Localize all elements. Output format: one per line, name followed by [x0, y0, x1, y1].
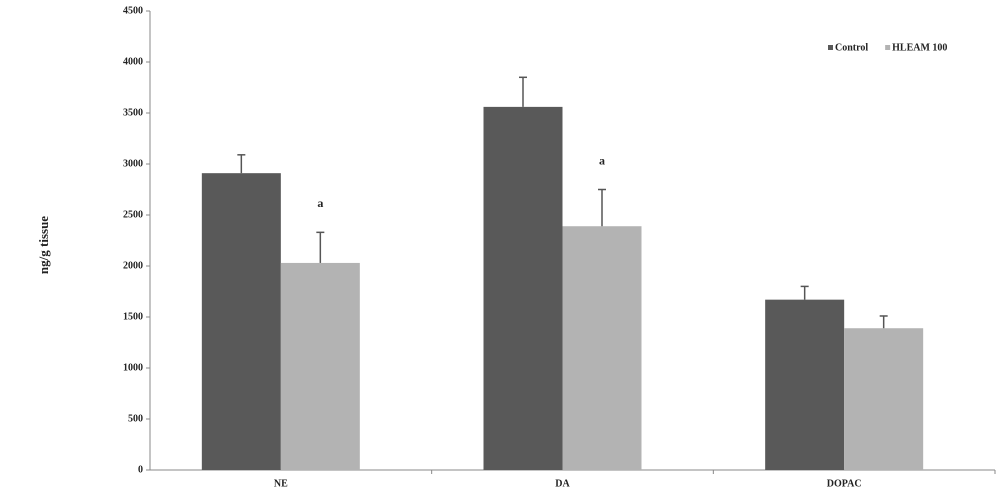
bar — [765, 299, 845, 470]
legend-label: HLEAM 100 — [892, 42, 947, 53]
x-tick-label: DA — [555, 478, 570, 489]
y-tick-label: 1000 — [123, 362, 143, 373]
annotation: a — [317, 196, 323, 210]
legend-label: Control — [835, 42, 868, 53]
y-tick-label: 500 — [128, 413, 143, 424]
y-tick-label: 4500 — [123, 5, 143, 16]
bar — [844, 328, 924, 470]
y-tick-label: 1500 — [123, 311, 143, 322]
y-tick-label: 3000 — [123, 158, 143, 169]
annotation: a — [599, 153, 605, 167]
bar — [562, 226, 642, 470]
bar — [201, 173, 281, 470]
y-axis-label: ng/g tissue — [36, 216, 51, 274]
y-tick-label: 3500 — [123, 107, 143, 118]
bar — [483, 106, 563, 470]
y-tick-label: 0 — [138, 464, 143, 475]
y-tick-label: 4000 — [123, 56, 143, 67]
legend-swatch — [885, 45, 891, 50]
x-tick-label: DOPAC — [827, 478, 862, 489]
y-tick-label: 2500 — [123, 209, 143, 220]
x-tick-label: NE — [274, 478, 288, 489]
bar — [280, 262, 360, 470]
legend-swatch — [828, 45, 833, 50]
y-tick-label: 2000 — [123, 260, 143, 271]
